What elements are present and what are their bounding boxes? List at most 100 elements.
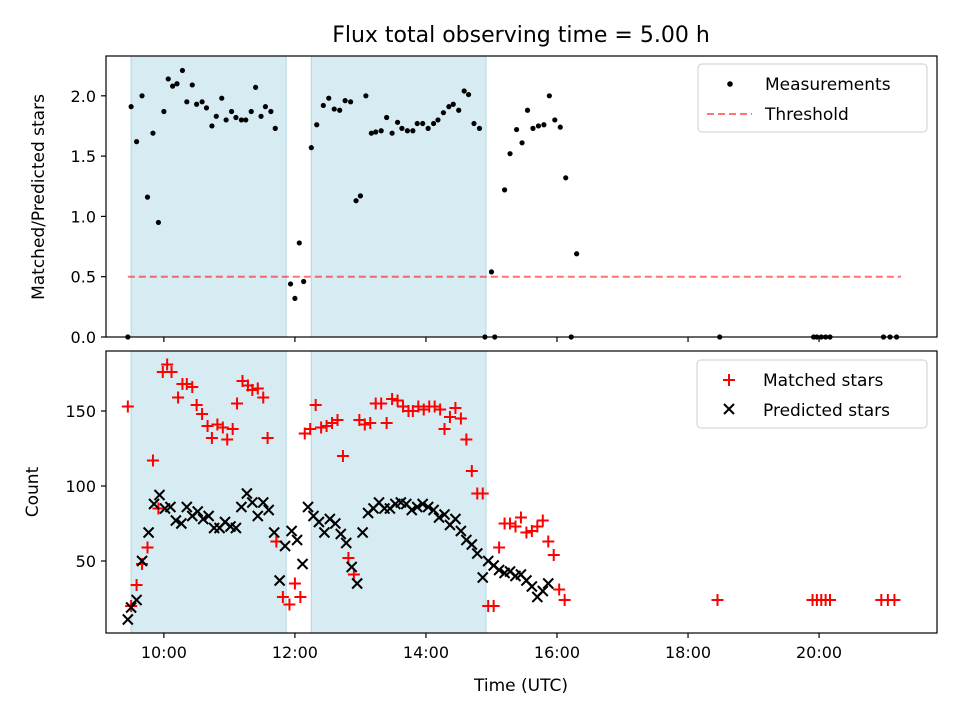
predicted-stars-point [122,613,134,626]
predicted-stars-point [148,498,160,510]
measurements-point [296,240,302,246]
predicted-stars-point [537,585,549,597]
measurements-point [404,128,410,134]
measurements-point [228,108,235,115]
measurements-point [414,120,420,127]
observing-window-0 [130,55,287,338]
matched-stars-point [276,591,289,603]
x-tick-label: 20:00 [796,643,842,662]
matched-stars-point [438,423,451,435]
measurements-point [223,117,229,123]
predicted-stars-point [296,558,309,570]
measurements-point [530,125,536,131]
predicted-stars-point [262,504,275,516]
legend-predicted-marker [723,403,735,415]
matched-stars-point [190,399,203,411]
measurements-point [440,110,447,116]
matched-stars-point [186,381,199,393]
x-tick-label: 18:00 [665,643,711,662]
measurements-point [535,123,542,129]
measurements-point [435,117,441,123]
y-tick-label: 0.0 [71,328,96,347]
predicted-stars-point [356,526,369,539]
legend-measurements-label: Measurements [765,75,891,95]
measurements-point [552,117,558,123]
matched-stars-point [558,594,571,606]
legend-matched-label: Matched stars [763,371,883,391]
measurements-point [389,130,395,136]
predicted-stars-point [230,522,242,534]
measurements-point [155,219,162,226]
predicted-stars-point [130,594,143,606]
predicted-stars-point [438,508,451,521]
matched-stars-point [201,420,214,432]
measurements-point [238,117,245,123]
measurements-point [179,67,186,74]
measurements-point [272,125,278,131]
measurements-point [574,251,580,257]
matched-stars-point [509,520,522,533]
measurements-point [189,82,195,88]
measurements-point [258,113,264,119]
measurements-point [331,106,337,112]
matched-stars-point [125,600,138,612]
matched-stars-point [542,535,555,548]
predicted-stars-point [329,517,342,530]
measurements-point [233,114,239,121]
matched-stars-point [460,433,473,446]
measurements-point [342,98,348,104]
count-legend: Matched stars Predicted stars [696,359,928,429]
predicted-stars-point [142,526,155,539]
measurements-point [253,84,259,90]
matched-stars-point [386,393,399,405]
matched-stars-point [231,397,244,410]
predicted-stars-point [136,555,148,567]
x-tick-label: 14:00 [403,643,449,662]
measurements-point [194,101,200,107]
matched-stars-point [465,465,478,477]
measurements-point [546,93,552,99]
measurements-point [488,269,495,275]
matched-stars-point [449,402,462,414]
matched-stars-point [336,450,349,462]
predicted-stars-point [241,487,253,500]
matched-stars-point [121,400,134,413]
predicted-stars-point [318,526,331,539]
predicted-stars-point [455,525,467,537]
measurements-point [301,278,307,285]
predicted-stars-point [542,577,554,590]
measurements-point [541,122,547,128]
matched-stars-point [454,412,467,425]
measurements-point [170,83,176,89]
measurements-point [308,145,314,151]
measurements-point [513,126,520,133]
matched-stars-point [294,591,307,603]
measurements-point [262,104,269,110]
measurements-point [144,194,151,200]
measurements-point [150,130,156,136]
measurements-point [161,108,167,115]
measurements-point [292,295,298,302]
matched-stars-point [251,382,264,395]
y-tick-label: 50 [76,552,96,571]
matched-stars-point [304,423,317,435]
measurements-point [128,104,134,110]
x-tick-label: 16:00 [534,643,580,662]
measurements-point [209,123,215,129]
figure-title: Flux total observing time = 5.00 h [332,23,710,48]
predicted-stars-point [477,571,489,584]
matched-stars-point [257,391,270,404]
measurements-point [184,99,190,105]
ratio-panel-frame [105,55,938,338]
measurements-point [563,175,569,181]
matched-stars-point [221,433,234,446]
predicted-stars-point [433,511,445,524]
measurements-point [420,120,426,127]
matched-stars-point [141,541,154,554]
predicted-stars-point [268,526,280,539]
predicted-stars-point [175,517,188,530]
measurements-point [368,130,374,136]
predicted-stars-point [246,496,259,509]
matched-stars-point [520,526,533,539]
